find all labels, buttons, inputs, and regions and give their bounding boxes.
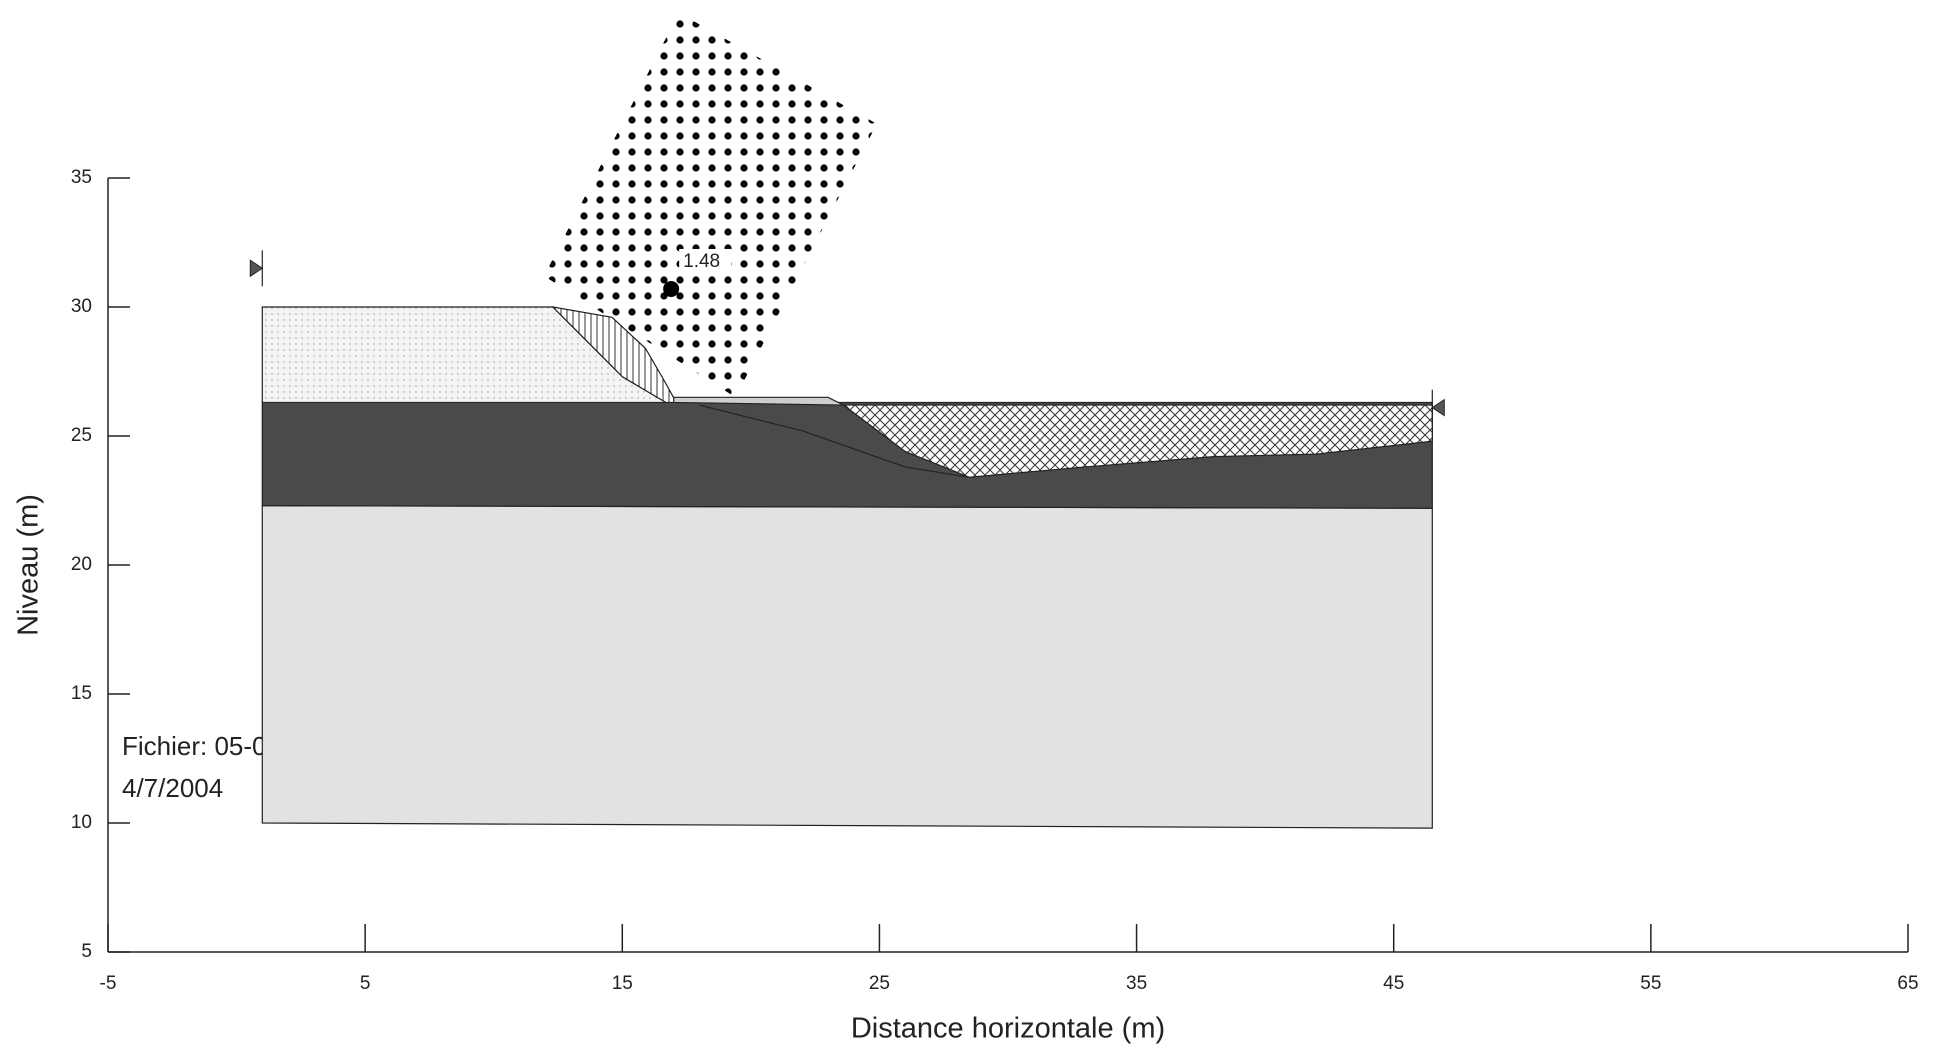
y-tick-label: 15 [71, 683, 92, 704]
x-tick-label: 25 [869, 973, 890, 994]
chart: Distance horizontale (m) Niveau (m) Fich… [0, 0, 1939, 1052]
y-tick-label: 10 [71, 812, 92, 833]
x-tick-label: -5 [100, 973, 117, 994]
x-tick-label: 15 [612, 973, 633, 994]
y-tick-label: 30 [71, 296, 92, 317]
safety-factor: 1.48 [683, 251, 720, 272]
y-tick-label: 20 [71, 554, 92, 575]
x-axis-title: Distance horizontale (m) [851, 1013, 1165, 1045]
critical-center [663, 281, 679, 297]
x-tick-label: 65 [1897, 973, 1918, 994]
y-tick-label: 25 [71, 425, 92, 446]
y-axis-title: Niveau (m) [13, 494, 45, 636]
soil-region [262, 506, 1432, 828]
y-tick-label: 5 [81, 941, 92, 962]
water-marker [250, 260, 262, 276]
x-tick-label: 35 [1126, 973, 1147, 994]
date-note: 4/7/2004 [122, 773, 223, 803]
x-tick-label: 55 [1640, 973, 1661, 994]
x-tick-label: 45 [1383, 973, 1404, 994]
x-tick-label: 5 [360, 973, 371, 994]
y-tick-label: 35 [71, 167, 92, 188]
water-marker [1432, 400, 1444, 416]
